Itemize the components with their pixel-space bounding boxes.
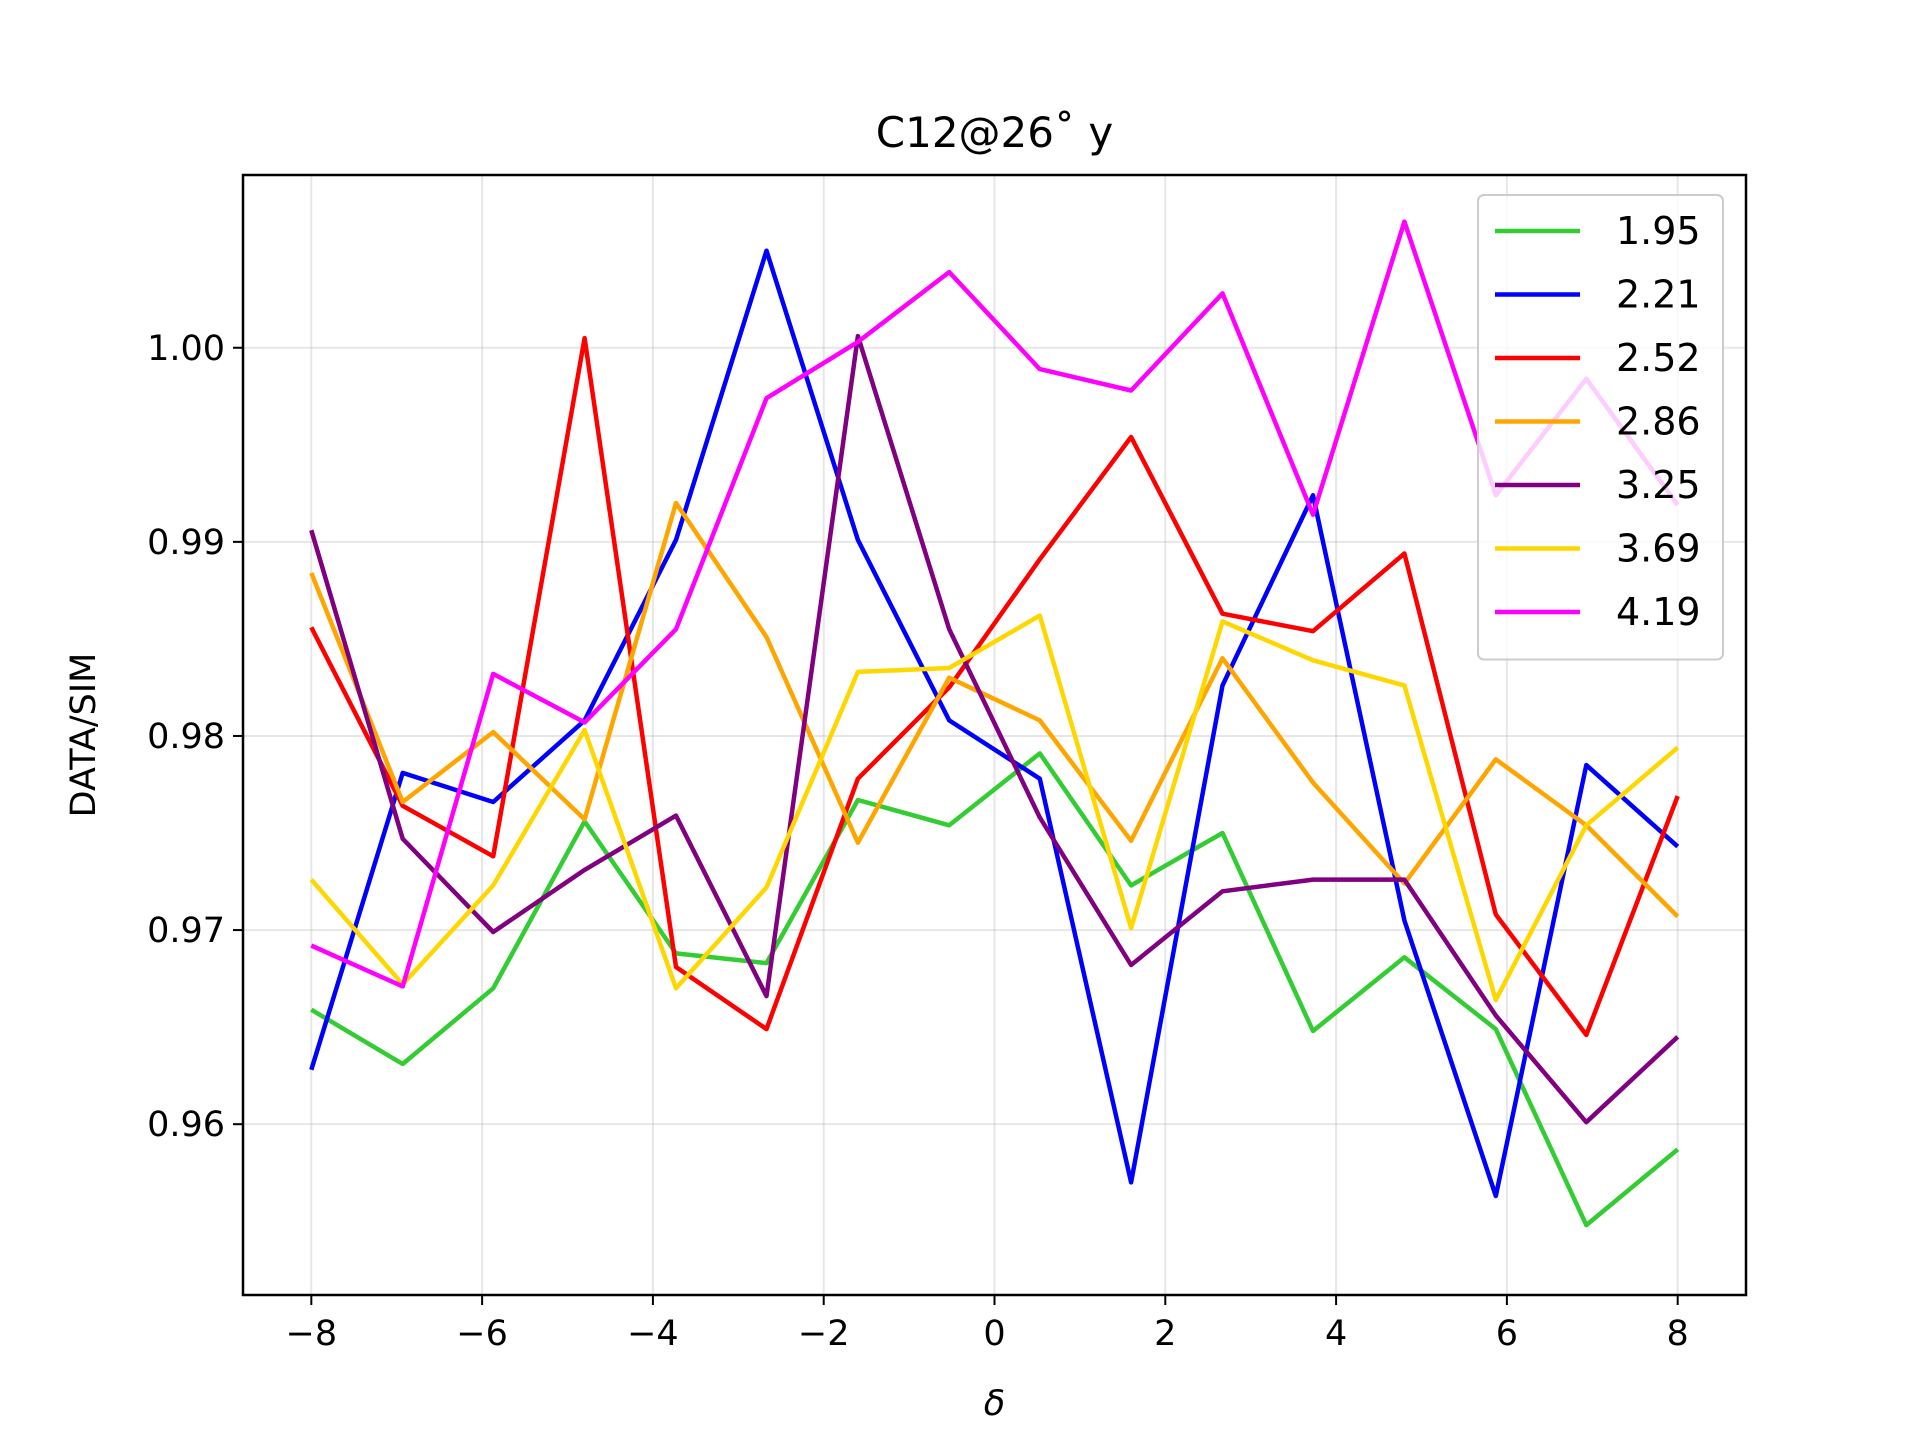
series-lines [309,219,1680,1228]
x-tick-label: −4 [627,1314,679,1354]
legend-label: 4.19 [1616,590,1701,634]
legend-label: 3.25 [1616,463,1701,507]
x-tick-label: 0 [983,1314,1005,1354]
legend-label: 1.95 [1616,209,1701,253]
legend-box [1477,194,1724,661]
x-tick-label: −8 [286,1314,338,1354]
y-axis-title: DATA/SIM [64,653,104,818]
x-tick-label: 4 [1325,1314,1347,1354]
y-tick-label: 0.99 [147,523,225,563]
y-tick-label: 1.00 [147,329,225,369]
axis-ticks: −8 −6 −4 −2 0 2 4 6 8 0.96 0.97 0.98 0.99 1.00 [147,329,1689,1354]
series-line-3.69 [309,613,1680,1003]
y-tick-label: 0.96 [147,1105,225,1145]
x-tick-label: 8 [1667,1314,1689,1354]
legend-label: 3.69 [1616,527,1701,571]
x-tick-label: 6 [1496,1314,1518,1354]
series-line-4.19 [310,219,1680,989]
legend-label: 2.86 [1616,400,1701,444]
legend-label: 2.21 [1616,273,1701,317]
y-tick-label: 0.98 [147,717,225,757]
y-tick-label: 0.97 [147,911,225,951]
x-axis-title: δ [984,1384,1005,1424]
series-line-3.25 [309,333,1680,1125]
series-line-1.95 [310,751,1680,1228]
chart-title: C12@26˚ y [876,108,1113,157]
series-line-2.21 [309,248,1680,1199]
legend: 1.95 2.21 2.52 2.86 3.25 3.69 4.19 [1477,194,1724,661]
series-line-2.52 [309,335,1680,1038]
x-tick-label: −2 [798,1314,850,1354]
x-tick-label: −6 [456,1314,508,1354]
legend-label: 2.52 [1616,336,1701,380]
series-line-2.86 [309,500,1680,919]
x-tick-label: 2 [1154,1314,1176,1354]
